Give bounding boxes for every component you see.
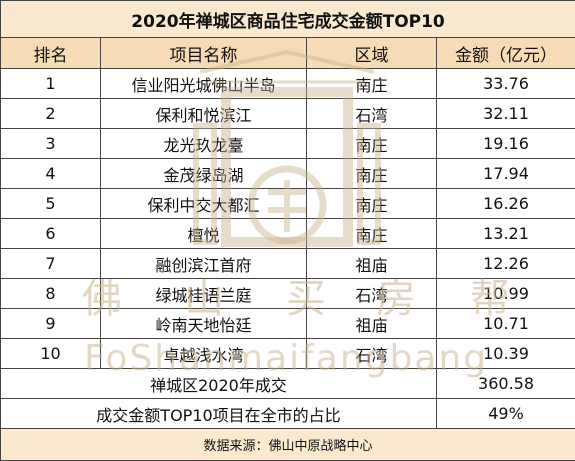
- rank-cell: 8: [1, 279, 101, 309]
- data-source-note: 数据来源：佛山中原战略中心: [1, 429, 575, 461]
- table-row: 2 保利和悦滨江 石湾 32.11: [1, 99, 575, 129]
- amount-cell: 33.76: [437, 69, 575, 99]
- amount-cell: 10.39: [437, 339, 575, 369]
- area-cell: 祖庙: [307, 249, 437, 279]
- amount-cell: 16.26: [437, 189, 575, 219]
- project-name-cell: 金茂绿岛湖: [101, 159, 307, 189]
- table-row: 7 融创滨江首府 祖庙 12.26: [1, 249, 575, 279]
- amount-cell: 19.16: [437, 129, 575, 159]
- table-row: 4 金茂绿岛湖 南庄 17.94: [1, 159, 575, 189]
- rank-cell: 7: [1, 249, 101, 279]
- rank-cell: 3: [1, 129, 101, 159]
- area-cell: 石湾: [307, 339, 437, 369]
- amount-cell: 13.21: [437, 219, 575, 249]
- header-row: 排名 项目名称 区域 金额（亿元）: [1, 38, 575, 69]
- table-row: 6 檀悦 南庄 13.21: [1, 219, 575, 249]
- area-cell: 南庄: [307, 219, 437, 249]
- header-amount: 金额（亿元）: [437, 38, 575, 69]
- summary-label: 禅城区2020年成交: [1, 369, 437, 399]
- table-row: 8 绿城桂语兰庭 石湾 10.99: [1, 279, 575, 309]
- area-cell: 石湾: [307, 279, 437, 309]
- rank-cell: 2: [1, 99, 101, 129]
- source-row: 数据来源：佛山中原战略中心: [1, 429, 575, 461]
- project-name-cell: 龙光玖龙臺: [101, 129, 307, 159]
- summary-value: 360.58: [437, 369, 575, 399]
- table-row: 5 保利中交大都汇 南庄 16.26: [1, 189, 575, 219]
- header-rank: 排名: [1, 38, 101, 69]
- project-name-cell: 岭南天地怡廷: [101, 309, 307, 339]
- rank-cell: 10: [1, 339, 101, 369]
- area-cell: 石湾: [307, 99, 437, 129]
- area-cell: 南庄: [307, 129, 437, 159]
- table-title: 2020年禅城区商品住宅成交金额TOP10: [1, 1, 575, 38]
- rank-cell: 4: [1, 159, 101, 189]
- table-row: 1 信业阳光城佛山半岛 南庄 33.76: [1, 69, 575, 99]
- summary-label: 成交金额TOP10项目在全市的占比: [1, 399, 437, 429]
- project-name-cell: 檀悦: [101, 219, 307, 249]
- project-name-cell: 保利和悦滨江: [101, 99, 307, 129]
- project-name-cell: 绿城桂语兰庭: [101, 279, 307, 309]
- rank-cell: 1: [1, 69, 101, 99]
- area-cell: 祖庙: [307, 309, 437, 339]
- summary-value: 49%: [437, 399, 575, 429]
- table-row: 3 龙光玖龙臺 南庄 19.16: [1, 129, 575, 159]
- header-project-name: 项目名称: [101, 38, 307, 69]
- summary-row-total: 禅城区2020年成交 360.58: [1, 369, 575, 399]
- project-name-cell: 保利中交大都汇: [101, 189, 307, 219]
- table-row: 10 卓越浅水湾 石湾 10.39: [1, 339, 575, 369]
- amount-cell: 10.71: [437, 309, 575, 339]
- amount-cell: 32.11: [437, 99, 575, 129]
- amount-cell: 10.99: [437, 279, 575, 309]
- project-name-cell: 信业阳光城佛山半岛: [101, 69, 307, 99]
- area-cell: 南庄: [307, 69, 437, 99]
- area-cell: 南庄: [307, 189, 437, 219]
- rank-cell: 9: [1, 309, 101, 339]
- area-cell: 南庄: [307, 159, 437, 189]
- rank-cell: 5: [1, 189, 101, 219]
- header-area: 区域: [307, 38, 437, 69]
- project-name-cell: 卓越浅水湾: [101, 339, 307, 369]
- summary-row-share: 成交金额TOP10项目在全市的占比 49%: [1, 399, 575, 429]
- amount-cell: 12.26: [437, 249, 575, 279]
- amount-cell: 17.94: [437, 159, 575, 189]
- rank-cell: 6: [1, 219, 101, 249]
- title-row: 2020年禅城区商品住宅成交金额TOP10: [1, 1, 575, 38]
- table-row: 9 岭南天地怡廷 祖庙 10.71: [1, 309, 575, 339]
- project-name-cell: 融创滨江首府: [101, 249, 307, 279]
